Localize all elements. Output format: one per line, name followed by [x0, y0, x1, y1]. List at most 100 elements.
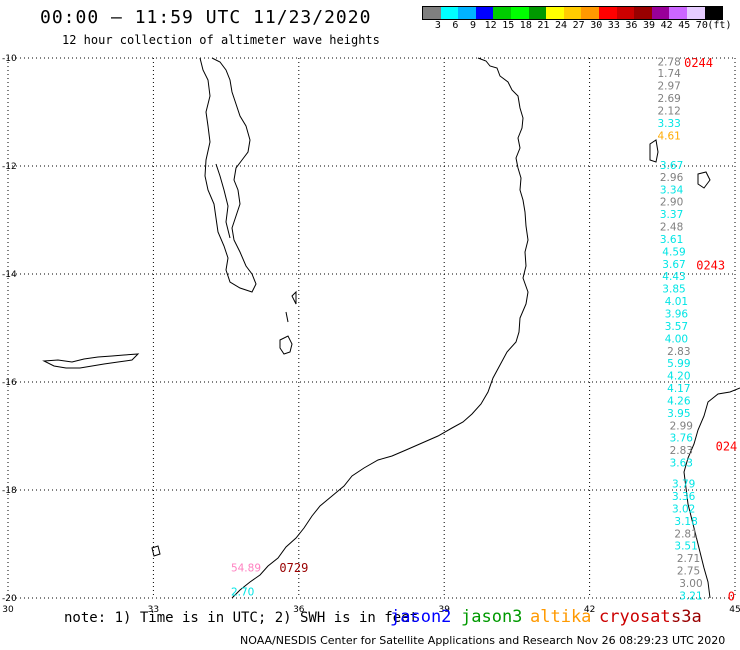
- x-tick-label: 39: [438, 605, 450, 615]
- x-tick-label: 36: [293, 605, 305, 615]
- mainland-coastline: [231, 57, 529, 599]
- scale-swatch: [634, 7, 652, 19]
- wave-height-value: 3.79: [672, 479, 695, 491]
- satellite-legend-item: jason3: [461, 607, 523, 627]
- scale-label: 15: [502, 20, 515, 31]
- wave-height-value: 3.61: [660, 234, 683, 246]
- satellite-legend-item: s3a: [671, 607, 702, 627]
- wave-height-value: 3.57: [665, 321, 688, 333]
- scale-label: 39: [643, 20, 656, 31]
- wave-height-value: 3.76: [670, 433, 694, 445]
- scale-label: 3: [434, 20, 441, 31]
- wave-height-value: 2.71: [677, 553, 700, 565]
- y-tick-label: -18: [2, 486, 17, 496]
- wave-height-value: 3.95: [667, 408, 690, 420]
- track-time-labels: 0244 0243 024 0 0729: [279, 56, 737, 604]
- scale-label: 18: [519, 20, 532, 31]
- lake-kariba-outline: [42, 353, 140, 369]
- coastlines: [42, 57, 740, 599]
- wave-height-value: 2.81: [674, 528, 697, 540]
- scale-label: 27: [572, 20, 585, 31]
- scale-swatch: [686, 7, 705, 19]
- scale-label: (ft): [707, 20, 732, 31]
- wave-height-value: 3.63: [670, 458, 693, 470]
- wave-height-value: 4.20: [667, 371, 690, 383]
- track-time-label: 0729: [279, 561, 308, 575]
- track-time-label: 0243: [696, 258, 725, 272]
- wave-height-value: 3.33: [657, 118, 680, 130]
- scale-label: 21: [537, 20, 550, 31]
- wave-height-value: 4.00: [665, 333, 688, 345]
- y-tick-label: -16: [2, 378, 17, 388]
- wave-height-value: 3.02: [672, 503, 695, 515]
- wave-height-value: 4.59: [662, 246, 685, 258]
- wave-height-value: 3.51: [674, 541, 697, 553]
- small-lake-4: [151, 545, 161, 557]
- wave-height-color-scale: [422, 6, 724, 20]
- wave-height-value: 2.12: [657, 105, 680, 117]
- small-lake-1: [279, 335, 293, 355]
- scale-swatch: [563, 7, 582, 19]
- wave-height-value: 2.99: [670, 420, 693, 432]
- scale-swatch: [423, 7, 441, 19]
- wave-height-value: 3.37: [660, 209, 683, 221]
- x-tick-label: 45: [729, 605, 740, 615]
- x-tick-label: 42: [584, 605, 595, 615]
- scale-swatch: [528, 7, 547, 19]
- scale-swatch: [510, 7, 529, 19]
- scale-swatch: [669, 7, 687, 19]
- wave-height-value: 4.01: [665, 296, 688, 308]
- wave-height-value: 3.36: [672, 491, 696, 503]
- track-time-label: 0244: [684, 56, 713, 70]
- wave-height-value: 3.18: [674, 516, 697, 528]
- wave-height-value: 3.85: [662, 284, 685, 296]
- wave-height-value: 2.90: [660, 197, 683, 209]
- scale-label: 36: [625, 20, 638, 31]
- scale-label: 12: [484, 20, 497, 31]
- small-lake-3: [285, 311, 289, 323]
- wave-height-value: 1.74: [657, 68, 681, 80]
- track-time-label: 024: [716, 439, 738, 453]
- scale-label: 70: [695, 20, 708, 31]
- wave-height-value: 3.96: [665, 309, 689, 321]
- wave-height-value: 4.43: [662, 271, 685, 283]
- satellite-legend-item: altika: [530, 607, 592, 627]
- mayotte-island: [697, 171, 711, 189]
- wave-height-value: 4.17: [667, 383, 690, 395]
- wave-height-value: 3.67: [662, 259, 685, 271]
- wave-height-value: 3.00: [679, 578, 702, 590]
- scale-swatch: [651, 7, 670, 19]
- wave-height-value: 2.69: [657, 93, 680, 105]
- wave-height-value: 3.34: [660, 184, 684, 196]
- y-tick-label: -12: [2, 162, 17, 172]
- note-text: note: 1) Time is in UTC; 2) SWH is in fe…: [64, 610, 419, 626]
- wave-height-points: 2.781.742.972.692.123.334.613.672.963.34…: [231, 56, 703, 602]
- wave-height-value: 3.67: [660, 160, 683, 172]
- scale-label: 45: [678, 20, 691, 31]
- lat-lon-grid: [7, 57, 736, 599]
- wave-height-value: 2.70: [231, 587, 254, 599]
- wave-height-value: 2.78: [657, 56, 680, 68]
- scale-label: 6: [452, 20, 459, 31]
- scale-swatch: [546, 7, 564, 19]
- wave-height-value: 2.97: [657, 81, 680, 93]
- wave-height-value: 4.61: [657, 130, 680, 142]
- scale-label: 24: [555, 20, 568, 31]
- wave-height-scale-labels: 3 6 9 12 15 18 21 24 27 30 33 36 39 42 45 70 (ft): [422, 20, 740, 32]
- scale-swatch: [704, 7, 723, 19]
- y-tick-label: -10: [2, 54, 17, 64]
- scale-swatch: [458, 7, 476, 19]
- x-tick-label: 30: [2, 605, 14, 615]
- scale-label: 9: [470, 20, 477, 31]
- wave-height-value: 2.48: [660, 222, 683, 234]
- x-tick-label: 33: [148, 605, 159, 615]
- scale-swatch: [493, 7, 511, 19]
- small-lake-2: [291, 290, 297, 305]
- madagascar-coast: [683, 387, 740, 599]
- axis-tick-labels: 30 33 36 39 42 45 -10 -12 -14 -16 -18 -20: [2, 54, 740, 615]
- scale-label: 33: [607, 20, 620, 31]
- wave-height-value: 5.99: [667, 358, 690, 370]
- scale-label: 30: [590, 20, 603, 31]
- scale-swatch: [581, 7, 599, 19]
